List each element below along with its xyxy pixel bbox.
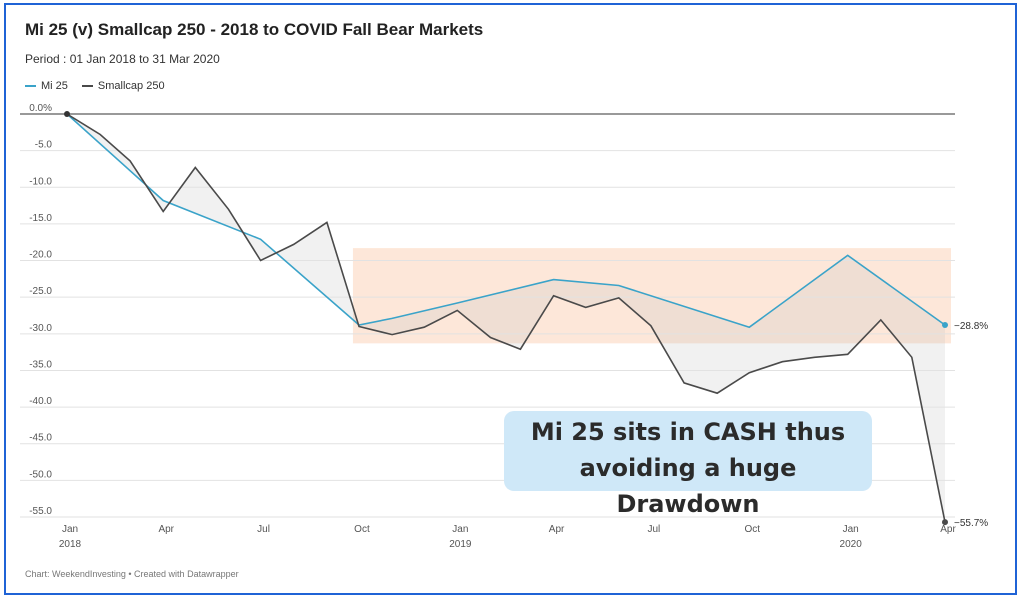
legend-label-mi25: Mi 25: [41, 80, 68, 92]
end-label-mi25: −28.8%: [954, 321, 988, 332]
legend-item-smallcap: Smallcap 250: [81, 80, 165, 92]
x-tick-label: Apr: [158, 524, 174, 535]
gridlines: [20, 113, 955, 518]
y-tick-label: -20.0: [29, 250, 52, 261]
y-tick-label: -55.0: [29, 506, 52, 517]
end-point-mi25: [942, 322, 948, 329]
y-tick-label: 0.0%: [29, 103, 52, 114]
x-tick-label: Oct: [354, 524, 370, 535]
start-point: [64, 111, 70, 117]
x-tick-label: Jan: [62, 524, 78, 535]
callout-annotation: Mi 25 sits in CASH thus avoiding a huge …: [504, 414, 872, 522]
legend-swatch-smallcap: [81, 85, 93, 87]
y-tick-label: -5.0: [35, 140, 53, 151]
y-tick-label: -45.0: [29, 433, 52, 444]
y-tick-label: -50.0: [29, 469, 52, 480]
gap-shade: [67, 114, 945, 523]
chart-subtitle: Period : 01 Jan 2018 to 31 Mar 2020: [25, 52, 220, 66]
callout-background: [504, 411, 872, 491]
series-lines: [66, 113, 946, 523]
end-point-smallcap250: [942, 519, 948, 526]
x-tick-year-label: 2018: [59, 539, 82, 550]
x-tick-label: Jul: [257, 524, 270, 535]
end-label-smallcap250: −55.7%: [954, 518, 988, 529]
legend-swatch-mi25: [25, 85, 36, 87]
y-tick-label: -40.0: [29, 396, 52, 407]
x-tick-year-label: 2020: [840, 539, 863, 550]
chart-title: Mi 25 (v) Smallcap 250 - 2018 to COVID F…: [25, 20, 484, 39]
chart-footer: Chart: WeekendInvesting • Created with D…: [25, 569, 239, 579]
end-labels: −28.8% −55.7%: [64, 111, 988, 529]
legend-label-smallcap: Smallcap 250: [97, 80, 165, 92]
callout-line-1: Mi 25 sits in CASH thus: [530, 418, 846, 446]
x-tick-label: Apr: [549, 524, 565, 535]
x-tick-label: Jan: [843, 524, 859, 535]
x-tick-label: Jan: [452, 524, 468, 535]
y-tick-label: -15.0: [29, 213, 52, 224]
legend: Mi 25 Smallcap 250: [25, 80, 179, 92]
y-axis: 0.0% -5.0 -10.0 -15.0 -20.0 -25.0 -30.0 -35.0 -4…: [29, 103, 52, 517]
y-tick-label: -10.0: [29, 176, 52, 187]
legend-item-mi25: Mi 25: [25, 80, 68, 92]
y-tick-label: -30.0: [29, 323, 52, 334]
series-line-mi25: [66, 113, 946, 329]
gap-shade-layer: [67, 114, 945, 523]
series-line-smallcap250: [66, 113, 946, 523]
x-tick-year-label: 2019: [449, 539, 472, 550]
y-tick-label: -25.0: [29, 286, 52, 297]
callout-line-2: avoiding a huge Drawdown: [579, 454, 797, 518]
x-tick-label: Oct: [745, 524, 761, 535]
y-tick-label: -35.0: [29, 359, 52, 370]
x-tick-label: Apr: [940, 524, 956, 535]
x-axis: Jan 2018 Apr Jul Oct Jan 2019 Apr Jul Oct Jan 2020 A…: [59, 524, 957, 550]
x-tick-label: Jul: [648, 524, 661, 535]
